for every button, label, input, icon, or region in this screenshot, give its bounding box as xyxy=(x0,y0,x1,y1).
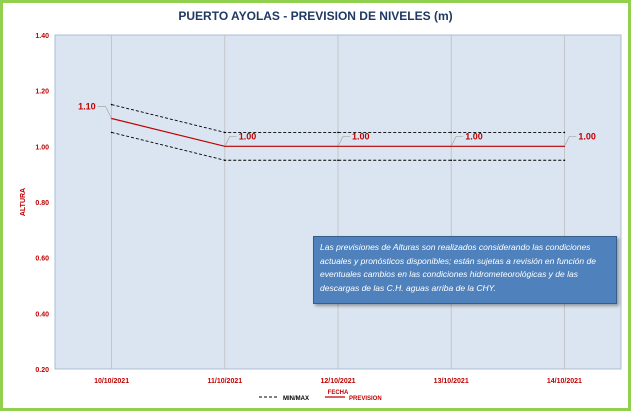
y-tick-label: 0.20 xyxy=(35,367,49,374)
data-point xyxy=(450,159,453,162)
data-label: 1.00 xyxy=(239,131,257,141)
data-label: 1.00 xyxy=(352,131,370,141)
data-label: 1.10 xyxy=(78,102,96,112)
data-point xyxy=(224,131,226,134)
leader-line xyxy=(224,135,237,147)
series-line-1 xyxy=(111,131,565,161)
y-tick-label: 1.40 xyxy=(35,33,49,40)
leader-line xyxy=(450,135,464,147)
y-axis-title: ALTURA xyxy=(20,188,27,216)
x-tick-label: 12/10/2021 xyxy=(320,378,355,385)
x-tick-label: 13/10/2021 xyxy=(434,378,469,385)
x-tick-label: 11/10/2021 xyxy=(207,378,242,385)
data-point xyxy=(563,159,566,162)
series-line-0 xyxy=(111,104,565,133)
x-tick-label: 14/10/2021 xyxy=(547,378,582,385)
chart-title: PUERTO AYOLAS - PREVISION DE NIVELES (m) xyxy=(178,9,453,23)
x-tick-label: 10/10/2021 xyxy=(94,378,129,385)
data-point xyxy=(224,159,226,162)
x-axis-title: FECHA xyxy=(328,390,349,396)
annotation-note: Las previsiones de Alturas son realizado… xyxy=(313,236,617,304)
legend-label-prevision: PREVISION xyxy=(349,396,382,402)
y-tick-label: 0.40 xyxy=(35,311,49,318)
chart: 0.20 0.40 0.60 0.80 1.00 1.20 1.40 10/10/2021 11… xyxy=(20,33,622,402)
y-tick-label: 1.00 xyxy=(35,144,49,151)
data-point xyxy=(337,159,339,162)
data-label: 1.00 xyxy=(578,131,596,141)
y-tick-label: 0.80 xyxy=(35,200,49,207)
legend-label-minmax: MIN/MAX xyxy=(283,396,309,402)
leader-line xyxy=(337,135,350,147)
data-point xyxy=(110,103,113,106)
data-label: 1.00 xyxy=(465,131,483,141)
data-point xyxy=(450,131,453,134)
data-point xyxy=(110,131,113,134)
data-point xyxy=(337,131,339,134)
leader-line xyxy=(564,135,577,147)
y-tick-label: 1.20 xyxy=(35,89,49,96)
data-point xyxy=(563,131,566,134)
y-tick-label: 0.60 xyxy=(35,256,49,263)
leader-line xyxy=(97,106,112,119)
